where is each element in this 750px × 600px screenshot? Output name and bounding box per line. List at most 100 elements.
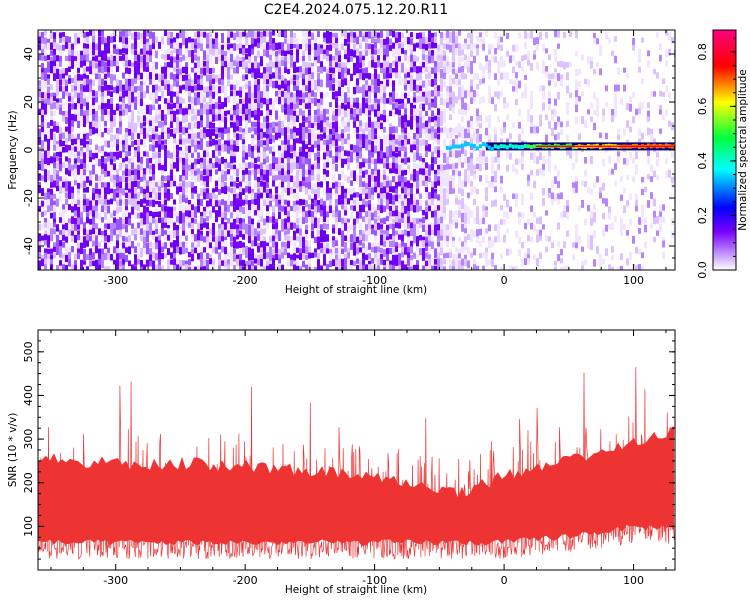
spectrogram-cell [416,96,419,103]
spectrogram-cell [350,151,353,158]
spectrogram-cell [131,140,134,148]
spectrogram-cell [101,78,104,86]
spectrogram-cell [434,210,437,218]
spectrogram-cell [434,205,437,213]
spectrogram-cell [104,198,107,205]
spectrogram-cell [464,217,467,226]
spectrogram-cell [221,236,224,244]
spectrogram-cell [596,176,599,183]
spectrogram-cell [83,264,86,270]
spectrogram-cell [398,32,401,38]
spectrogram-cell [302,55,305,61]
spectrogram-cell [461,241,464,249]
spectrogram-cell [377,198,380,206]
spectrogram-cell [440,127,443,133]
spectrogram-cell [212,114,215,122]
spectrogram-cell [59,79,62,86]
spectrogram-cell [83,253,86,262]
spectrogram-cell [470,50,473,58]
spectrogram-cell [305,92,308,98]
spectrogram-cell [119,84,122,92]
spectrogram-cell [383,68,386,76]
spectrogram-cell [218,120,221,129]
spectrogram-cell [242,145,245,152]
spectrogram-cell [401,260,404,269]
spectrogram-cell [323,144,326,153]
spectrogram-cell [230,164,233,170]
spectrogram-cell [530,122,533,129]
spectrogram-cell [311,252,314,259]
spectrogram-cell [446,241,449,248]
spectrogram-cell [287,157,290,163]
spectrogram-cell [224,85,227,92]
spectrogram-cell [296,127,299,136]
spectrogram-cell [179,242,182,249]
spectrogram-cell [299,240,302,248]
spectrogram-cell [161,217,164,225]
spectrogram-cell [140,48,143,55]
spectrogram-cell [140,139,143,145]
spectrogram-cell [44,192,47,200]
spectrogram-cell [155,223,158,231]
spectrogram-cell [296,258,299,265]
spectrogram-cell [44,169,47,176]
spectrogram-cell [395,174,398,183]
spectrogram-cell [398,265,401,270]
spectrogram-cell [548,91,551,98]
spectrogram-cell [419,90,422,97]
spectrogram-cell [149,79,152,85]
spectrogram-cell [92,90,95,97]
spectrogram-cell [497,228,500,235]
spectrogram-cell [152,84,155,93]
spectrogram-cell [395,31,398,39]
spectrogram-cell [515,265,518,270]
spectrogram-cell [434,265,437,270]
spectrogram-cell [245,114,248,122]
spectrogram-cell [359,62,362,69]
spectrogram-cell [407,216,410,224]
spectrogram-cell [134,72,137,80]
spectrogram-cell [518,236,521,245]
spectrogram-cell [65,42,68,49]
spectrogram-cell [527,248,530,255]
spectrogram-cell [389,260,392,267]
spectrogram-cell [245,54,248,60]
spectrogram-cell [305,144,308,150]
spectrogram-cell [260,150,263,159]
spectrogram-cell [416,253,419,259]
spectrogram-cell [392,80,395,88]
spectrogram-cell [44,67,47,74]
spectrogram-cell [218,49,221,55]
spectrogram-cell [368,128,371,136]
spectrogram-cell [68,74,71,82]
spectrogram-cell [224,186,227,195]
spectrogram-cell [236,126,239,132]
spectrogram-cell [593,38,596,44]
spectrogram-cell [125,150,128,156]
spectrogram-cell [383,205,386,212]
spectrogram-cell [389,163,392,170]
spectrogram-cell [287,252,290,259]
spectrogram-cell [92,36,95,43]
spectrogram-cell [293,253,296,261]
spectrogram-cell [320,210,323,217]
spectrogram-cell [149,50,152,56]
spectrogram-cell [353,205,356,212]
spectrogram-cell [284,50,287,57]
spectrogram-cell [254,78,257,86]
spectrogram-cell [281,247,284,254]
spectrogram-cell [149,164,152,170]
spectrogram-cell [197,109,200,116]
spectrogram-cell [263,132,266,138]
spectrogram-cell [446,156,449,163]
spectrogram-cell [350,104,353,111]
spectrogram-cell [245,108,248,115]
spectrogram-cell [101,162,104,171]
spectrogram-cell [506,114,509,121]
spectrogram-cell [308,217,311,223]
spectrogram-cell [476,84,479,90]
spectrogram-cell [293,144,296,152]
spectrogram-cell [287,170,290,176]
spectrogram-cell [371,265,374,270]
spectrogram-cell [80,211,83,218]
